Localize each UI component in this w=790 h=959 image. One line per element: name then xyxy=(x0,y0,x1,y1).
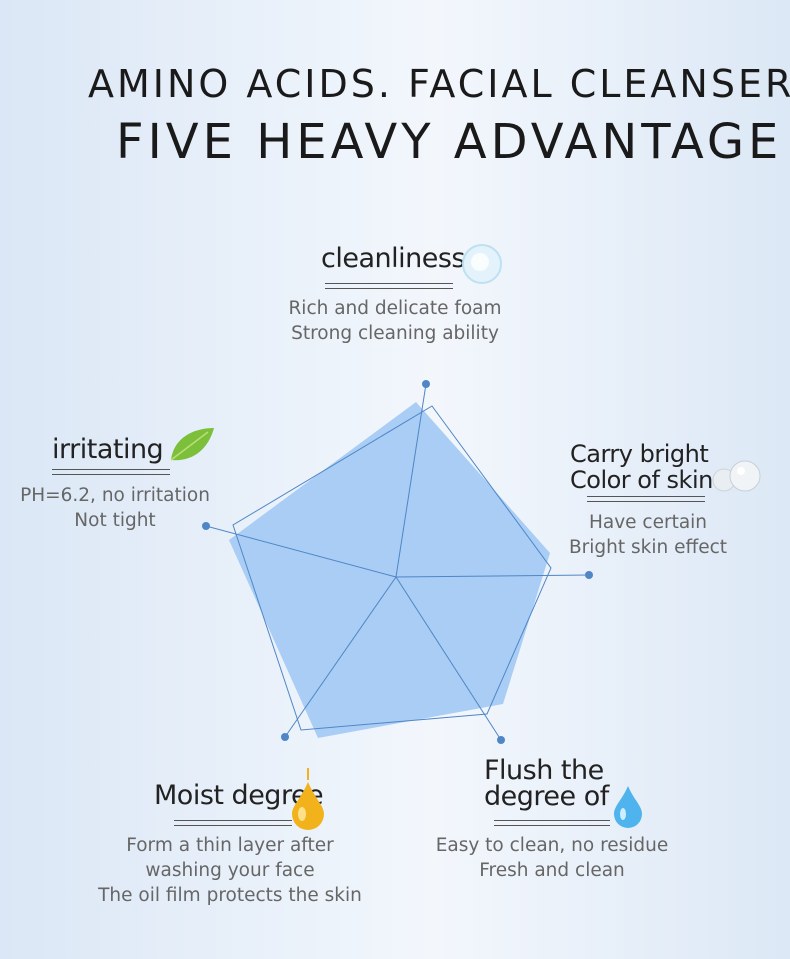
desc-line: Rich and delicate foam xyxy=(288,298,502,319)
oil-drop-icon xyxy=(292,768,324,830)
desc-flush: Easy to clean, no residue Fresh and clea… xyxy=(412,833,692,883)
desc-line: Form a thin layer after xyxy=(126,835,334,856)
heading-line: Carry bright xyxy=(570,440,709,468)
desc-line: Bright skin effect xyxy=(568,537,728,558)
spoke-flush xyxy=(395,576,502,741)
underline xyxy=(174,820,292,826)
dot-bright xyxy=(585,571,593,579)
desc-line: Have certain xyxy=(588,512,708,533)
desc-irritating: PH=6.2, no irritation Not tight xyxy=(0,483,230,533)
heading-line: degree of xyxy=(484,781,609,812)
desc-bright: Have certain Bright skin effect xyxy=(548,510,748,560)
desc-moist: Form a thin layer after washing your fac… xyxy=(70,833,390,908)
heading-line: Color of skin xyxy=(570,466,713,494)
spoke-bright xyxy=(395,574,590,578)
desc-cleanliness: Rich and delicate foam Strong cleaning a… xyxy=(260,296,530,346)
leaf-icon xyxy=(170,428,214,461)
title-line-2: FIVE HEAVY ADVANTAGE xyxy=(116,114,783,170)
heading-cleanliness: cleanliness xyxy=(321,243,465,274)
underline xyxy=(52,469,170,475)
desc-line: washing your face xyxy=(145,860,315,881)
dot-moist xyxy=(281,733,289,741)
foam-bubble-icon xyxy=(462,244,502,284)
underline xyxy=(587,496,705,502)
desc-line: PH=6.2, no irritation xyxy=(20,485,210,506)
heading-line: Flush the xyxy=(484,755,604,786)
heading-bright: Carry bright Color of skin xyxy=(570,441,713,493)
radar-fill xyxy=(229,402,550,738)
dot-irritating xyxy=(202,522,210,530)
underline xyxy=(325,283,453,289)
heading-irritating: irritating xyxy=(52,434,164,465)
water-drop-icon xyxy=(614,786,642,828)
dot-flush xyxy=(497,736,505,744)
spoke-moist xyxy=(284,576,397,738)
spoke-cleanliness xyxy=(395,383,427,578)
heading-flush: Flush the degree of xyxy=(484,755,609,812)
desc-line: Not tight xyxy=(74,510,156,531)
pearls-icon xyxy=(712,460,761,492)
desc-line: Strong cleaning ability xyxy=(291,323,499,344)
desc-line: The oil film protects the skin xyxy=(98,885,362,906)
desc-line: Easy to clean, no residue xyxy=(435,835,669,856)
title-line-1: AMINO ACIDS. FACIAL CLEANSER xyxy=(88,62,790,106)
spoke-irritating xyxy=(205,525,397,578)
radar-outline xyxy=(232,405,552,731)
underline xyxy=(494,820,610,826)
dot-cleanliness xyxy=(422,380,430,388)
desc-line: Fresh and clean xyxy=(479,860,625,881)
